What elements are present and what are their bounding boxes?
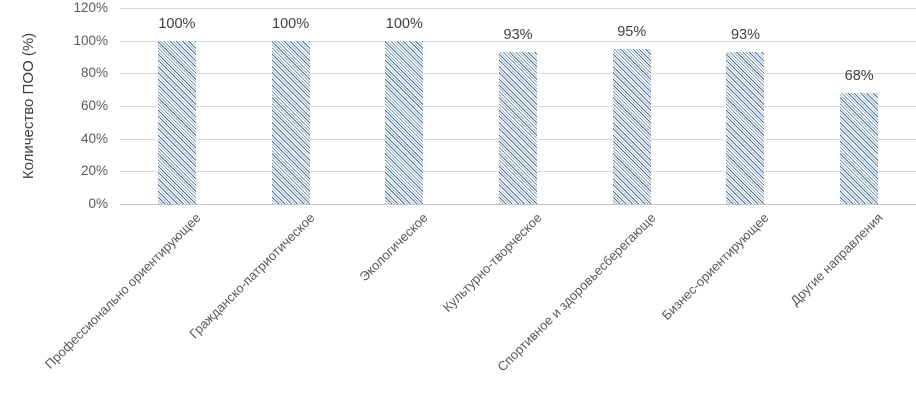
y-axis-title: Количество ПОО (%) [20, 32, 37, 180]
gridline-100 [120, 40, 916, 42]
bar [726, 52, 765, 204]
bar-slot: 93% [689, 8, 803, 204]
data-label: 100% [272, 15, 310, 32]
y-tick-label: 80% [80, 65, 108, 81]
bar [499, 52, 538, 204]
data-label: 100% [158, 15, 196, 32]
y-tick-label: 20% [80, 163, 108, 179]
bar-slot: 100% [347, 8, 461, 204]
data-label: 95% [617, 23, 647, 40]
y-tick-label: 60% [80, 98, 108, 114]
gridline-120 [120, 8, 916, 9]
x-category-label: Культурно-творческое [439, 210, 545, 315]
y-tick-label: 0% [88, 196, 108, 212]
bar-slot: 95% [575, 8, 689, 204]
bar-chart: Количество ПОО (%) 120% 100% 80% 60% 40%… [20, 0, 916, 402]
bar-slot: 68% [802, 8, 916, 204]
x-axis-labels: Профессионально ориентирующее Гражданско… [42, 210, 916, 402]
data-label: 93% [503, 27, 533, 44]
bar-slot: 100% [234, 8, 348, 204]
y-tick-label: 100% [73, 32, 108, 48]
y-tick-label: 120% [73, 0, 108, 16]
bar [271, 40, 310, 204]
plot-area: 120% 100% 80% 60% 40% 20% 0% 100% 100% 1… [73, 0, 916, 211]
y-tick-label: 40% [80, 130, 108, 146]
bar [840, 92, 879, 204]
data-label: 68% [844, 67, 874, 84]
x-axis-line [120, 204, 916, 205]
bar [157, 40, 196, 204]
x-category-label: Гражданско-патриотическое [185, 210, 318, 342]
data-label: 93% [730, 27, 760, 44]
x-category-label: Другие направления [787, 210, 886, 309]
x-category-label: Спортивное и здоровьесберегающе [493, 210, 659, 375]
data-label: 100% [385, 15, 423, 32]
bar-slot: 93% [461, 8, 575, 204]
x-category-label: Экологическое [356, 210, 431, 285]
x-category-label: Бизнес-ориентирующее [659, 210, 773, 323]
bars-container: 100% 100% 100% 93% 95% 93% [120, 8, 916, 204]
bar [612, 48, 651, 204]
bar [385, 40, 424, 204]
x-category-label: Профессионально ориентирующее [41, 210, 204, 372]
bar-slot: 100% [120, 8, 234, 204]
